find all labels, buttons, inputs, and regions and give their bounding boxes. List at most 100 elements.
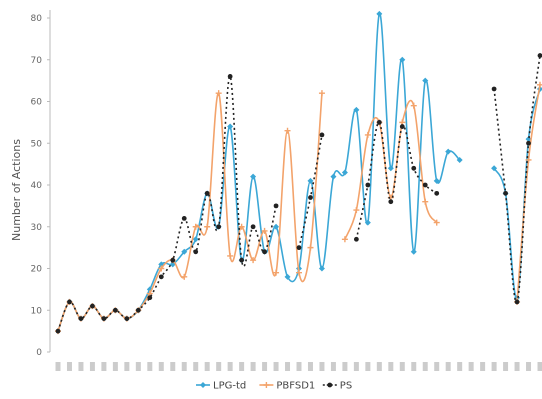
data-point	[330, 173, 337, 180]
data-point	[387, 165, 394, 172]
series-line	[57, 92, 323, 332]
x-tick-label	[273, 362, 279, 371]
data-point	[90, 303, 95, 309]
data-point	[433, 177, 440, 184]
legend-label: PS	[340, 381, 352, 392]
data-point	[399, 124, 405, 129]
x-tick-label	[434, 362, 440, 371]
x-tick-label	[445, 362, 451, 371]
y-tick-label: 40	[31, 181, 43, 191]
series-ps	[55, 53, 542, 334]
data-point	[491, 86, 497, 92]
x-tick-label	[170, 362, 176, 371]
data-point	[537, 53, 542, 58]
data-point	[135, 307, 141, 313]
y-axis-ticks: 0 10 20 30 40 50 60 70 80	[31, 10, 51, 358]
data-point	[422, 77, 429, 84]
data-point	[227, 123, 234, 130]
data-point	[308, 195, 313, 200]
data-point	[250, 224, 256, 230]
data-point	[170, 257, 176, 263]
data-point	[147, 295, 153, 301]
y-tick-label: 60	[31, 98, 43, 108]
y-tick-label: 50	[31, 139, 43, 149]
x-tick-label	[124, 362, 130, 371]
y-tick-label: 20	[31, 265, 43, 275]
x-tick-label	[491, 362, 497, 371]
x-tick-label	[55, 362, 61, 371]
data-point	[537, 81, 542, 88]
data-point	[216, 224, 222, 230]
data-point	[112, 307, 118, 313]
data-point	[307, 244, 314, 251]
y-tick-label: 70	[31, 56, 43, 66]
data-point	[434, 190, 440, 196]
data-point	[526, 140, 531, 146]
y-tick-label: 10	[31, 306, 43, 316]
data-point	[284, 127, 291, 134]
x-tick-label	[457, 362, 463, 371]
data-point	[341, 169, 348, 176]
x-tick-label	[537, 362, 542, 371]
data-point	[250, 257, 257, 264]
x-tick-label	[147, 362, 153, 371]
x-tick-label	[250, 362, 256, 371]
x-tick-label	[468, 362, 474, 371]
legend-label: PBFSD1	[276, 381, 315, 392]
data-point	[158, 265, 165, 272]
x-tick-label	[216, 362, 222, 371]
y-tick-label: 80	[31, 14, 43, 24]
data-point	[411, 165, 417, 171]
x-tick-label	[376, 362, 382, 371]
data-point	[284, 273, 291, 280]
data-point	[273, 203, 279, 209]
data-point	[204, 190, 210, 196]
data-point	[273, 223, 280, 230]
x-tick-label	[422, 362, 428, 371]
data-point	[364, 219, 371, 226]
legend-marker	[200, 382, 206, 388]
data-point	[307, 177, 314, 184]
data-point	[181, 248, 188, 255]
data-point	[67, 299, 72, 305]
data-point	[318, 90, 325, 97]
x-tick-label	[285, 362, 291, 371]
x-tick-label	[296, 362, 302, 371]
legend-item: PS	[322, 381, 352, 392]
data-point	[376, 119, 382, 125]
data-point	[296, 269, 302, 276]
x-tick-label	[514, 362, 520, 371]
data-point	[181, 216, 187, 221]
x-tick-label	[112, 362, 118, 371]
data-point	[503, 190, 508, 196]
x-tick-label	[319, 362, 325, 371]
series-line	[516, 84, 541, 302]
x-tick-label	[66, 362, 72, 371]
x-axis-ticks	[55, 362, 542, 371]
data-point	[124, 316, 130, 321]
x-tick-label	[307, 362, 313, 371]
data-point	[410, 248, 417, 255]
data-point	[261, 227, 268, 234]
x-tick-label	[526, 362, 532, 371]
y-tick-label: 0	[36, 348, 42, 358]
data-point	[215, 90, 222, 97]
data-point	[341, 236, 348, 243]
legend-item: LPG-td	[196, 381, 246, 392]
x-tick-label	[503, 362, 509, 371]
data-point	[456, 156, 463, 163]
data-point	[353, 106, 360, 113]
x-tick-label	[342, 362, 348, 371]
x-tick-label	[480, 362, 486, 371]
data-point	[55, 328, 61, 334]
x-tick-label	[262, 362, 268, 371]
x-tick-label	[411, 362, 417, 371]
x-tick-label	[353, 362, 359, 371]
data-point	[364, 131, 371, 138]
data-point	[193, 249, 199, 255]
data-point	[365, 182, 371, 188]
x-tick-label	[78, 362, 84, 371]
series-line	[57, 75, 277, 332]
data-point	[399, 56, 406, 63]
